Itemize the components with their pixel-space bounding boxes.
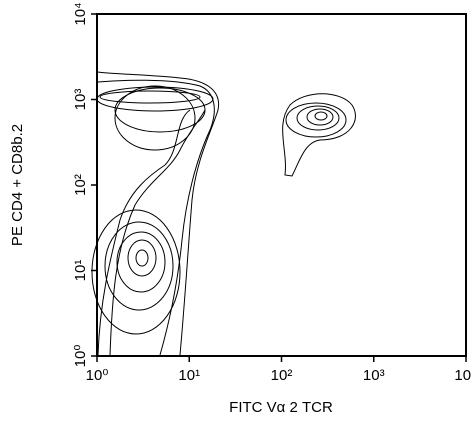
contour: [306, 108, 334, 126]
contour: [91, 209, 181, 335]
x-tick-label: 10¹: [178, 367, 200, 384]
contour: [97, 109, 191, 356]
contour: [127, 239, 157, 277]
contour: [114, 87, 206, 133]
contour: [116, 231, 166, 293]
plot-frame: [96, 13, 467, 357]
contour: [97, 71, 220, 356]
x-tick-label: 10²: [271, 367, 293, 384]
y-tick-label: 10⁰: [72, 345, 89, 368]
y-tick-label: 10¹: [72, 260, 89, 282]
x-tick-label: 10⁴: [454, 367, 472, 384]
x-axis-label: FITC Vα 2 TCR: [229, 399, 333, 416]
contour: [285, 102, 347, 138]
x-tick-label: 10⁰: [86, 367, 109, 384]
contour: [314, 111, 328, 121]
contour: [97, 79, 215, 356]
y-axis-label: PE CD4 + CD8b.2: [9, 124, 26, 246]
y-tick-label: 10³: [72, 89, 89, 111]
contour: [114, 85, 196, 151]
contour: [99, 90, 201, 104]
y-tick-label: 10⁴: [72, 2, 89, 25]
contours: [91, 71, 356, 356]
x-tick-label: 10³: [363, 367, 385, 384]
y-tick-label: 10²: [72, 174, 89, 196]
contour: [135, 249, 149, 267]
contour: [296, 105, 340, 131]
contour: [104, 221, 174, 311]
contour: [109, 109, 206, 356]
contour: [282, 93, 356, 177]
